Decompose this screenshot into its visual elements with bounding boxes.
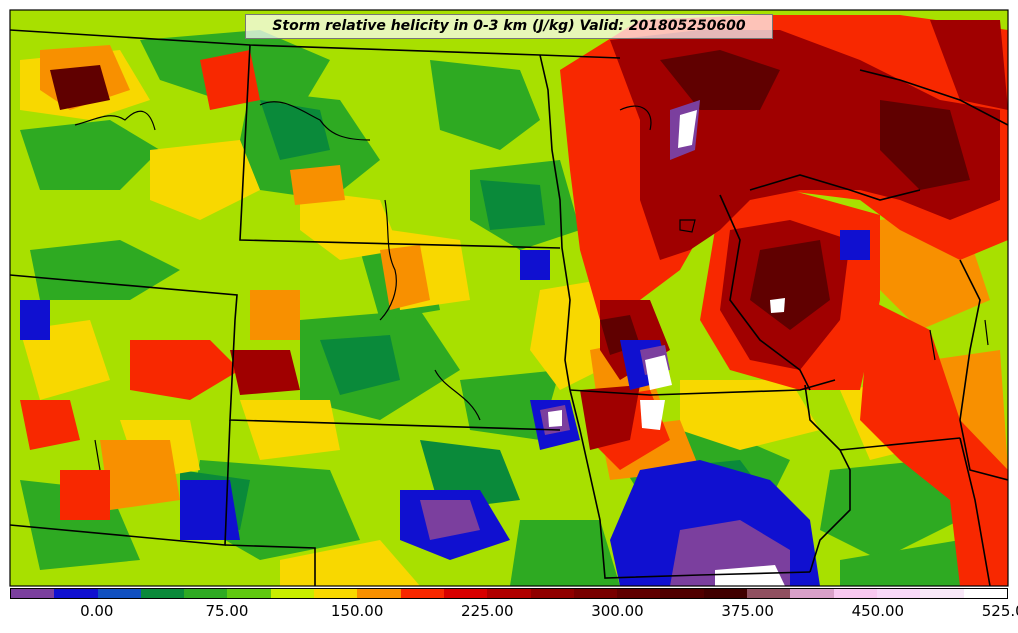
colorbar-segment — [963, 589, 1007, 598]
colorbar-tick-label: 525.00 — [981, 602, 1018, 620]
colorbar-labels: 0.00 75.00 150.00 225.00 300.00 375.00 450.00 5… — [0, 602, 1018, 626]
colorbar-tick-label: 375.00 — [721, 602, 774, 620]
map-title: Storm relative helicity in 0-3 km (J/kg)… — [245, 14, 773, 39]
colorbar-segment — [487, 589, 531, 598]
colorbar-segment — [140, 589, 185, 598]
colorbar-segment — [184, 589, 228, 598]
colorbar-tick-label: 450.00 — [851, 602, 905, 620]
colorbar-segment — [747, 589, 791, 598]
rivers-lakes — [74, 101, 989, 471]
colorbar-segment — [876, 589, 921, 598]
colorbar-tick-label: 150.00 — [330, 602, 384, 620]
colorbar-segment — [314, 589, 358, 598]
colorbar-segment — [443, 589, 488, 598]
map-field — [10, 10, 1008, 586]
colorbar — [10, 588, 1008, 599]
colorbar-tick-label: 225.00 — [461, 602, 514, 620]
colorbar-segment — [617, 589, 661, 598]
colorbar-segment — [790, 589, 834, 598]
colorbar-segment — [920, 589, 964, 598]
colorbar-tick-label: 0.00 — [80, 602, 114, 620]
state-boundaries — [10, 29, 1008, 586]
colorbar-segment — [11, 589, 55, 598]
colorbar-segment — [703, 589, 748, 598]
colorbar-tick-label: 75.00 — [205, 602, 249, 620]
colorbar-segment — [54, 589, 98, 598]
colorbar-segment — [833, 589, 877, 598]
colorbar-segment — [660, 589, 704, 598]
map-border — [9, 9, 1009, 587]
colorbar-tick-label: 300.00 — [591, 602, 644, 620]
white-regions — [548, 110, 785, 586]
colorbar-segment — [227, 589, 271, 598]
colorbar-segment — [97, 589, 141, 598]
colorbar-segment — [530, 589, 574, 598]
colorbar-segment — [357, 589, 401, 598]
colorbar-segment — [270, 589, 315, 598]
colorbar-segment — [400, 589, 444, 598]
colorbar-segment — [573, 589, 618, 598]
darkest-red-regions — [50, 50, 970, 355]
